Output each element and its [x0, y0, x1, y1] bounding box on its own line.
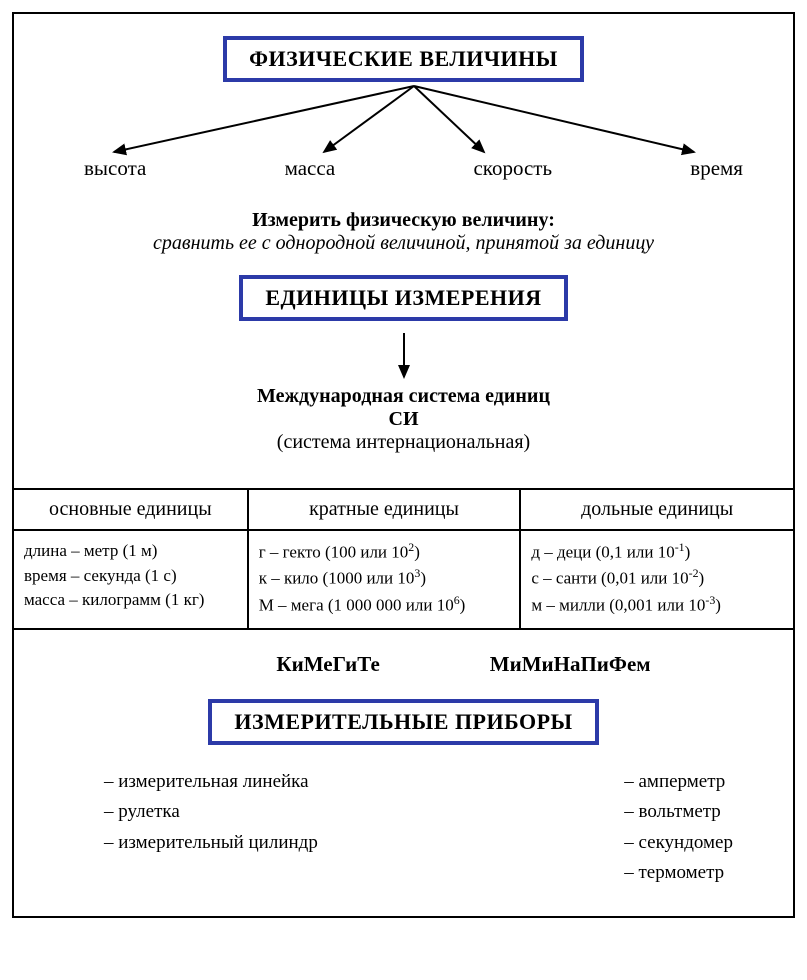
- si-line2: СИ: [34, 408, 773, 431]
- instruments-lists: измерительная линейкарулеткаизмерительны…: [14, 749, 793, 917]
- section-instruments: ИЗМЕРИТЕЛЬНЫЕ ПРИБОРЫ: [14, 687, 793, 749]
- list-item: секундомер: [624, 828, 733, 858]
- th-basic: основные единицы: [14, 489, 248, 530]
- list-item: вольтметр: [624, 797, 733, 827]
- title-instruments: ИЗМЕРИТЕЛЬНЫЕ ПРИБОРЫ: [208, 699, 598, 745]
- branch-labels-row: высота масса скорость время: [34, 156, 773, 181]
- fan-arrows-svg: [34, 82, 774, 160]
- document-frame: ФИЗИЧЕСКИЕ ВЕЛИЧИНЫ высота масса скорост…: [12, 12, 795, 918]
- measure-heading: Измерить физическую величину:: [34, 209, 773, 232]
- instruments-list-left: измерительная линейкарулеткаизмерительны…: [104, 767, 318, 889]
- si-line1: Международная система единиц: [34, 385, 773, 408]
- units-table: основные единицы кратные единицы дольные…: [14, 488, 793, 630]
- measure-definition-block: Измерить физическую величину: сравнить е…: [34, 209, 773, 255]
- th-multiple: кратные единицы: [248, 489, 521, 530]
- mnemonic-left: КиМеГиТе: [276, 652, 379, 677]
- instruments-list-right: амперметрвольтметрсекундомертермометр: [624, 767, 733, 889]
- branch-label: высота: [84, 156, 146, 181]
- th-fractional: дольные единицы: [520, 489, 793, 530]
- list-item: амперметр: [624, 767, 733, 797]
- down-arrow-icon: [389, 329, 419, 387]
- list-item: рулетка: [104, 797, 318, 827]
- table-row: длина – метр (1 м)время – секунда (1 с)м…: [14, 530, 793, 629]
- title-physical-quantities: ФИЗИЧЕСКИЕ ВЕЛИЧИНЫ: [223, 36, 584, 82]
- mnemonic-right: МиМиНаПиФем: [490, 652, 651, 677]
- list-item: измерительный цилиндр: [104, 828, 318, 858]
- table-header-row: основные единицы кратные единицы дольные…: [14, 489, 793, 530]
- td-multiple: г – гекто (100 или 102)к – кило (1000 ил…: [248, 530, 521, 629]
- list-item: термометр: [624, 858, 733, 888]
- measure-definition: сравнить ее с однородной величиной, прин…: [34, 232, 773, 255]
- branch-label: масса: [285, 156, 336, 181]
- td-basic: длина – метр (1 м)время – секунда (1 с)м…: [14, 530, 248, 629]
- section-units: ЕДИНИЦЫ ИЗМЕРЕНИЯ Международная система …: [34, 275, 773, 454]
- list-item: измерительная линейка: [104, 767, 318, 797]
- section-physical-quantities: ФИЗИЧЕСКИЕ ВЕЛИЧИНЫ высота масса скорост…: [14, 14, 793, 464]
- si-line3: (система интернациональная): [34, 431, 773, 454]
- mnemonics-row: КиМеГиТе МиМиНаПиФем: [134, 630, 793, 687]
- branch-label: время: [690, 156, 743, 181]
- td-fractional: д – деци (0,1 или 10-1)с – санти (0,01 и…: [520, 530, 793, 629]
- title-units: ЕДИНИЦЫ ИЗМЕРЕНИЯ: [239, 275, 567, 321]
- si-block: Международная система единиц СИ (система…: [34, 385, 773, 454]
- branch-label: скорость: [473, 156, 552, 181]
